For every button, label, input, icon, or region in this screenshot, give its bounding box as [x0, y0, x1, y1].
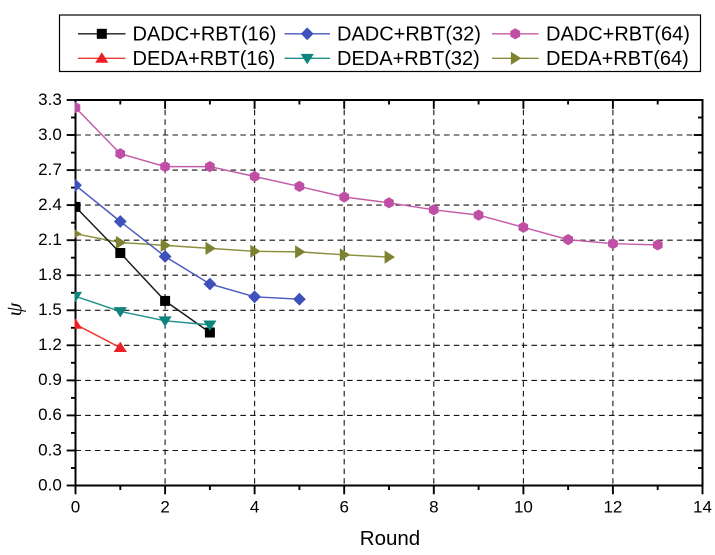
svg-text:DADC+RBT(32): DADC+RBT(32): [337, 23, 481, 45]
svg-text:3.0: 3.0: [38, 125, 62, 144]
svg-text:10: 10: [514, 498, 533, 517]
svg-text:DADC+RBT(64): DADC+RBT(64): [546, 23, 690, 45]
svg-text:1.2: 1.2: [38, 335, 62, 354]
svg-text:Round: Round: [360, 527, 420, 550]
svg-text:DEDA+RBT(32): DEDA+RBT(32): [337, 48, 480, 70]
svg-text:1.5: 1.5: [38, 300, 62, 319]
svg-text:2.7: 2.7: [38, 160, 62, 179]
svg-text:2.1: 2.1: [38, 230, 62, 249]
svg-text:2: 2: [160, 498, 169, 517]
svg-text:DADC+RBT(16): DADC+RBT(16): [133, 23, 277, 45]
svg-text:4: 4: [250, 498, 259, 517]
svg-text:3.3: 3.3: [38, 90, 62, 109]
svg-text:12: 12: [603, 498, 622, 517]
svg-text:0.0: 0.0: [38, 475, 62, 494]
svg-text:1.8: 1.8: [38, 265, 62, 284]
svg-text:6: 6: [339, 498, 348, 517]
svg-text:2.4: 2.4: [38, 195, 62, 214]
svg-text:0.3: 0.3: [38, 440, 62, 459]
svg-text:0.6: 0.6: [38, 405, 62, 424]
svg-text:14: 14: [693, 498, 712, 517]
svg-text:8: 8: [429, 498, 438, 517]
svg-text:ψ: ψ: [2, 302, 27, 316]
svg-text:0.9: 0.9: [38, 370, 62, 389]
svg-text:DEDA+RBT(16): DEDA+RBT(16): [133, 48, 276, 70]
svg-text:0: 0: [71, 498, 80, 517]
svg-text:DEDA+RBT(64): DEDA+RBT(64): [546, 48, 689, 70]
